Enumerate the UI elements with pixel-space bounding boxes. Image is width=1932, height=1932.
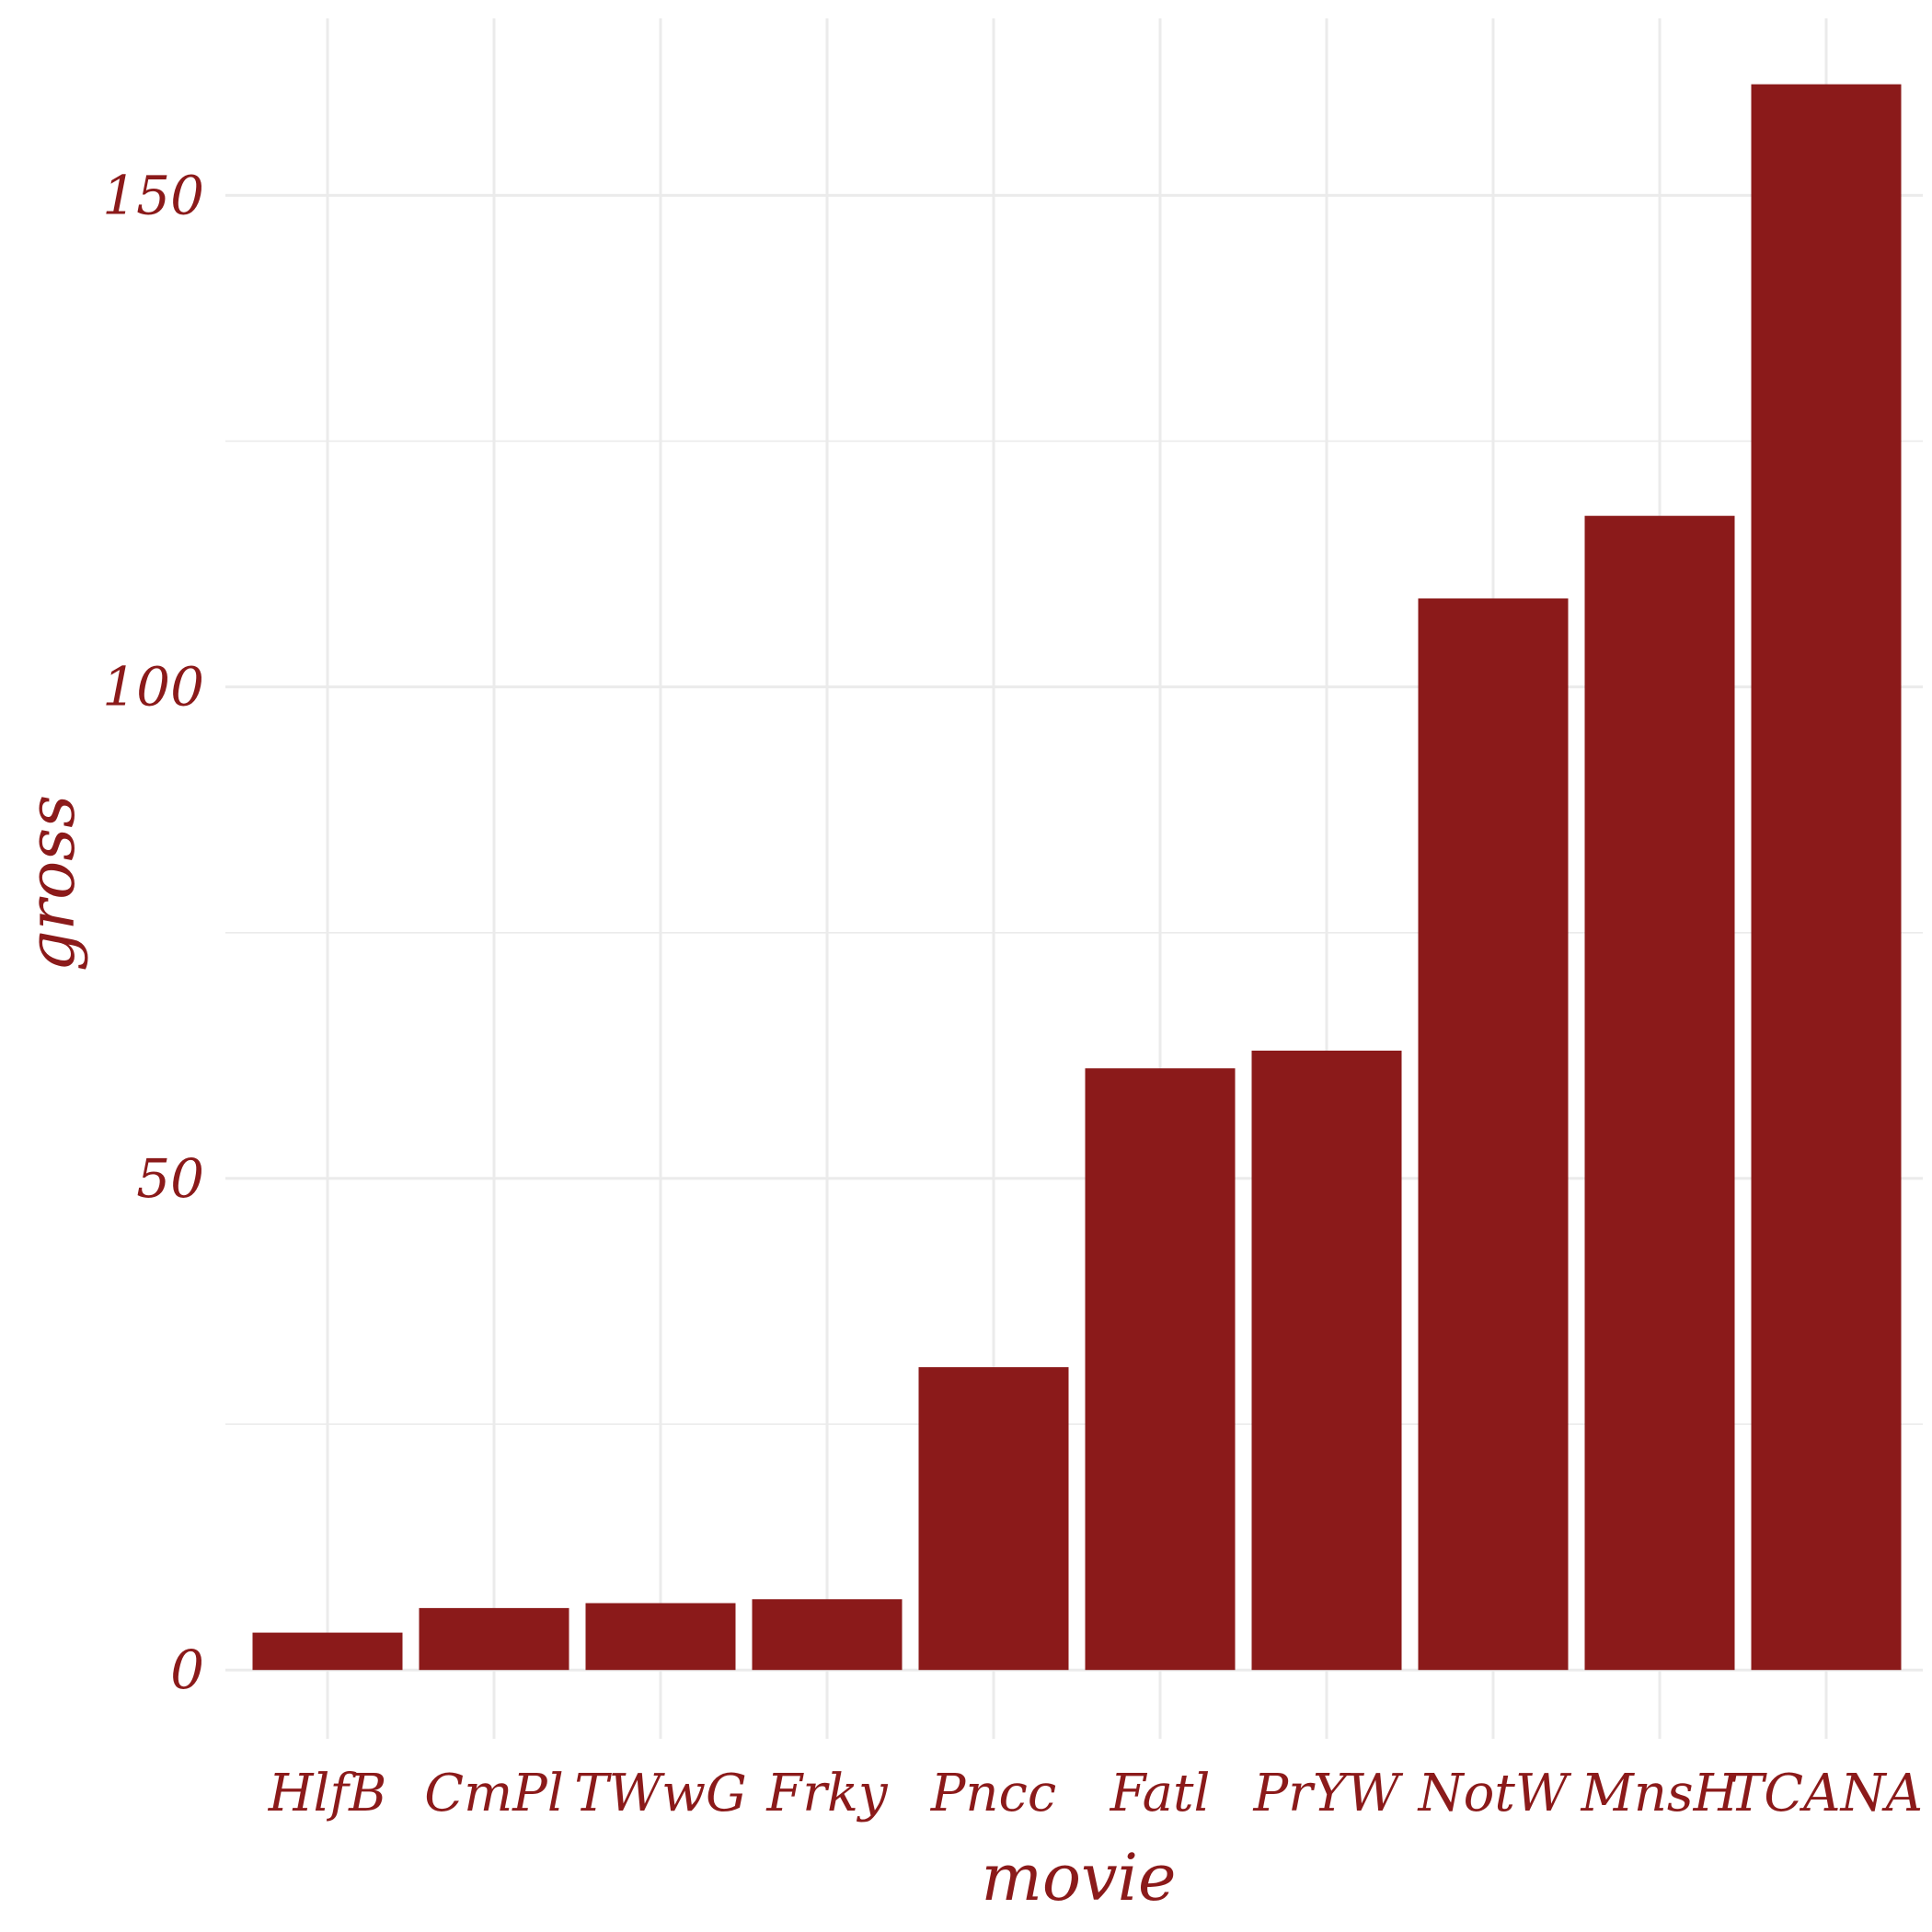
bar-hlfb [252,1632,403,1671]
bar-twwg [585,1603,736,1671]
x-axis-title: movie [982,1840,1177,1915]
x-tick-label: TWwG [574,1764,747,1823]
bars [252,84,1902,1671]
x-tick-label: MnsH [1581,1764,1740,1823]
y-tick-label: 50 [136,1147,204,1210]
x-tick-label: NotW [1417,1764,1572,1823]
bar-mnsh [1584,515,1735,1671]
y-tick-labels: 0 50 100 150 [102,164,204,1701]
y-tick-label: 150 [102,164,204,226]
x-tick-label: PrYW [1253,1764,1404,1823]
bar-tcana [1751,84,1902,1671]
bar-fatl [1085,1068,1236,1671]
x-tick-label: Frky [765,1764,889,1823]
bar-frky [752,1599,903,1671]
bar-pryw [1251,1051,1402,1671]
bar-cmpl [419,1607,569,1671]
y-tick-label: 100 [102,656,204,719]
x-tick-label: TCANA [1730,1764,1923,1823]
x-tick-labels: HlfB CmPl TWwG Frky Pncc Fatl PrYW NotW MnsHTCAN… [268,1764,1923,1823]
y-axis-title: gross [14,795,89,972]
x-tick-label: HlfB [268,1764,387,1823]
x-tick-label: Pncc [930,1764,1056,1823]
y-tick-label: 0 [170,1639,204,1701]
bar-pncc [918,1367,1069,1671]
bar-notw [1418,598,1569,1671]
x-tick-label: Fatl [1110,1764,1211,1823]
x-tick-label: CmPl [424,1764,564,1823]
